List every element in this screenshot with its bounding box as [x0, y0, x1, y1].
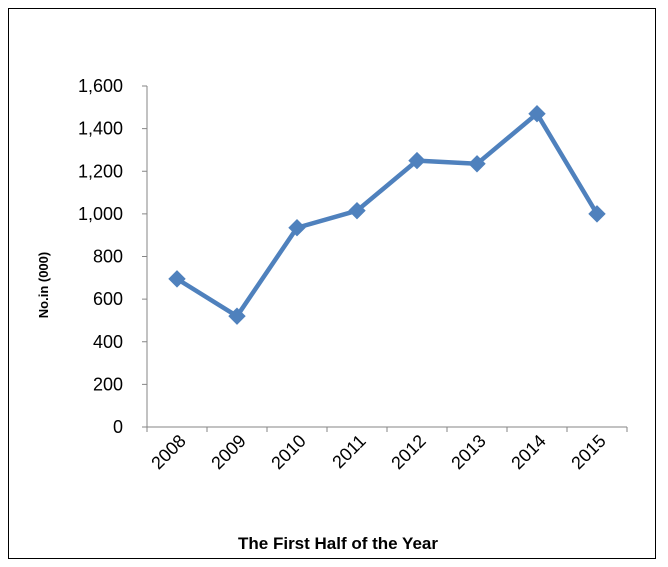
- y-tick-label: 800: [93, 247, 123, 267]
- data-point-marker: [588, 205, 606, 223]
- chart-frame: [8, 8, 656, 559]
- x-tick-label: 2014: [507, 431, 549, 473]
- x-tick-labels: 2008 2009 2010 2011 2012 2013 2014 2015: [147, 431, 609, 473]
- x-tick-label: 2011: [328, 431, 370, 473]
- x-tick-label: 2008: [147, 431, 189, 473]
- y-tick-label: 0: [113, 417, 123, 437]
- series-line: [175, 111, 599, 319]
- data-point-marker: [408, 151, 426, 170]
- data-point-marker: [348, 201, 366, 220]
- x-tick-label: 2010: [267, 431, 309, 473]
- axes: [142, 85, 628, 432]
- x-tick-label: 2009: [207, 431, 249, 473]
- data-point-marker: [168, 270, 186, 288]
- y-tick-label: 1,400: [78, 119, 123, 139]
- data-point-marker: [468, 155, 486, 173]
- y-axis-label: No.in (000): [36, 252, 51, 318]
- y-tick-label: 400: [93, 332, 123, 352]
- y-tick-label: 600: [93, 289, 123, 309]
- x-axis-label: The First Half of the Year: [238, 534, 438, 553]
- x-tick-label: 2015: [567, 431, 609, 473]
- y-tick-label: 1,000: [78, 204, 123, 224]
- y-tick-label: 200: [93, 374, 123, 394]
- data-point-marker: [228, 307, 246, 325]
- y-tick-labels: 0 200 400 600 800 1,000 1,200 1,400 1,600: [78, 76, 123, 437]
- y-tick-label: 1,600: [78, 76, 123, 96]
- series-group: [168, 104, 606, 325]
- y-tick-label: 1,200: [78, 161, 123, 181]
- x-tick-label: 2012: [387, 431, 429, 473]
- data-point-marker: [288, 219, 306, 237]
- x-tick-label: 2013: [447, 431, 489, 473]
- data-point-marker: [528, 104, 546, 123]
